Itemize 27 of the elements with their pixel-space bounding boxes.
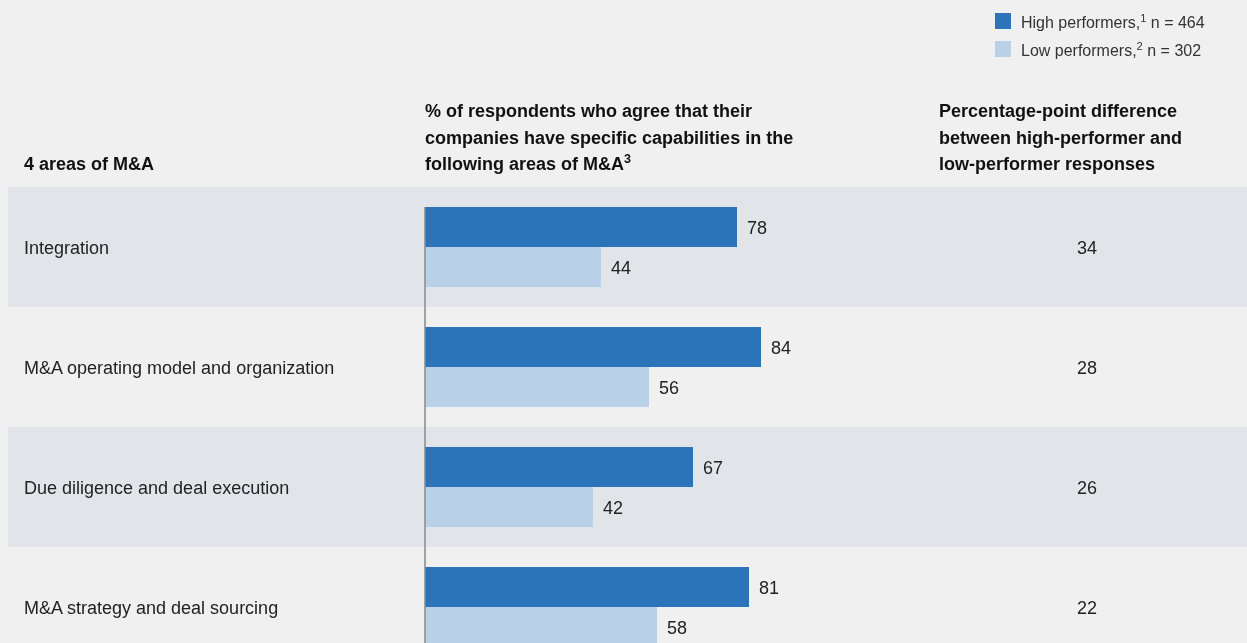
text: 28 <box>1076 358 1098 378</box>
data-label: 67 <box>703 458 724 478</box>
data-label: 81 <box>759 578 780 598</box>
y-axis-title: 4 areas of M&A <box>24 154 155 174</box>
text: 22 <box>1076 598 1098 618</box>
y-tick-label: Integration <box>24 238 110 258</box>
bar <box>425 447 693 487</box>
bar <box>425 487 593 527</box>
text: Percentage-point difference between high-performer and low-performer responses <box>939 101 1183 174</box>
legend-label: Low performers,$^{2}$ n = 302 <box>1021 40 1202 59</box>
chart-title: % of respondents who agree that their companies have specific capabilities in the following areas of M&A$^{3}$ <box>425 101 794 174</box>
bar <box>425 207 737 247</box>
text: 26 <box>1076 478 1098 498</box>
data-label: 78 <box>747 218 768 238</box>
bar <box>425 247 601 287</box>
text: 34 <box>1076 238 1098 258</box>
bar <box>425 367 649 407</box>
data-label: 56 <box>659 378 680 398</box>
data-label: 44 <box>611 258 632 278</box>
bar <box>425 327 761 367</box>
y-tick-label: M&A strategy and deal sourcing <box>24 598 279 618</box>
y-tick-label: Due diligence and deal execution <box>24 478 290 498</box>
data-label: 58 <box>667 618 688 638</box>
legend-label: High performers,$^{1}$ n = 464 <box>1021 12 1205 31</box>
data-label: 84 <box>771 338 792 358</box>
data-label: 42 <box>603 498 624 518</box>
y-tick-label: M&A operating model and organization <box>24 358 335 378</box>
